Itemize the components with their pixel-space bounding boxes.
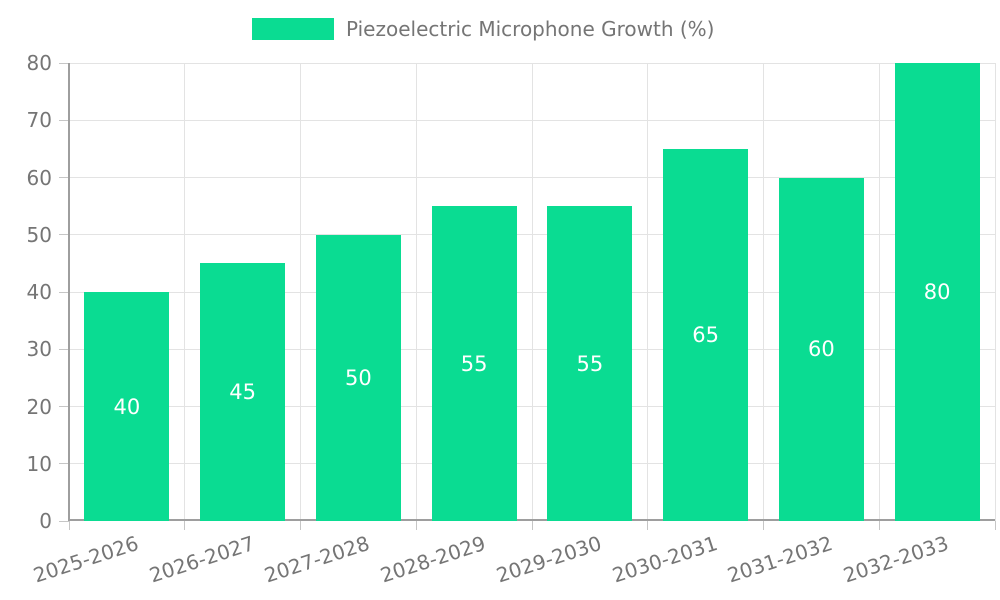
bar: [315, 234, 401, 521]
plot-area: 40 45 50 55 55 65 60 80: [59, 62, 996, 530]
y-tick-mark: [59, 406, 69, 407]
x-axis-tick-label: 2026-2027: [145, 531, 258, 588]
bar-value-label: 50: [345, 365, 372, 390]
bar: [431, 206, 517, 521]
bar-value-label: 80: [923, 280, 951, 304]
y-tick-mark: [59, 119, 69, 121]
x-tick-mark: [184, 521, 186, 530]
legend-label: Piezoelectric Microphone Growth (%): [346, 17, 715, 41]
bar-value-label: 40: [113, 394, 141, 419]
y-axis-tick-label: 30: [26, 337, 52, 362]
y-axis-tick-label: 80: [26, 51, 52, 75]
gridline-vertical: [647, 63, 649, 521]
gridline-vertical: [300, 63, 301, 521]
bar-value-label: 45: [229, 380, 256, 405]
y-axis-tick-label: 50: [26, 222, 52, 247]
bar: [778, 177, 864, 521]
x-axis-line: [69, 519, 995, 521]
y-tick-mark: [59, 62, 69, 64]
legend: Piezoelectric Microphone Growth (%): [252, 17, 715, 41]
y-tick-mark: [59, 177, 69, 178]
bar: [547, 206, 633, 521]
y-axis-tick-label: 10: [26, 451, 52, 476]
x-tick-mark: [994, 521, 996, 530]
y-tick-mark: [59, 291, 69, 293]
bar-value-label: 65: [692, 322, 719, 347]
y-tick-mark: [59, 463, 69, 465]
x-tick-mark: [415, 521, 417, 530]
x-tick-mark: [647, 521, 649, 530]
x-axis-tick-label: 2029-2030: [493, 531, 605, 588]
x-tick-mark: [531, 521, 533, 530]
bar: [84, 292, 170, 521]
legend-item[interactable]: Piezoelectric Microphone Growth (%): [252, 17, 715, 41]
x-axis-tick-label: 2028-2029: [377, 531, 489, 588]
x-axis-tick-label: 2027-2028: [261, 531, 373, 588]
gridline-vertical: [994, 63, 996, 521]
gridline-vertical: [531, 63, 533, 521]
x-tick-mark: [300, 521, 301, 530]
y-axis-tick-label: 20: [26, 394, 52, 419]
x-axis-tick-label: 2031-2032: [724, 531, 836, 588]
bar: [200, 263, 286, 521]
y-axis-line: [68, 63, 70, 521]
y-axis-tick-label: 70: [26, 108, 52, 133]
gridline-vertical: [878, 63, 880, 521]
bar: [663, 148, 749, 521]
y-tick-mark: [59, 520, 69, 522]
bar: [894, 63, 980, 521]
x-tick-mark: [68, 521, 70, 530]
bar-value-label: 55: [460, 351, 488, 376]
x-axis-tick-label: 2030-2031: [608, 531, 721, 588]
y-axis-tick-label: 0: [39, 509, 52, 533]
y-tick-mark: [59, 348, 69, 350]
gridline-vertical: [184, 63, 186, 521]
gridline-vertical: [415, 63, 417, 521]
x-axis-tick-label: 2025-2026: [30, 531, 142, 588]
bar-value-label: 60: [808, 337, 835, 362]
bar-value-label: 55: [576, 351, 604, 376]
y-axis-tick-label: 60: [26, 165, 52, 190]
y-axis-tick-label: 40: [26, 280, 52, 304]
gridline-vertical: [763, 63, 764, 521]
x-tick-mark: [763, 521, 764, 530]
x-tick-mark: [878, 521, 880, 530]
x-axis-tick-label: 2032-2033: [840, 531, 952, 588]
y-tick-mark: [59, 234, 69, 236]
legend-swatch: [252, 18, 334, 40]
